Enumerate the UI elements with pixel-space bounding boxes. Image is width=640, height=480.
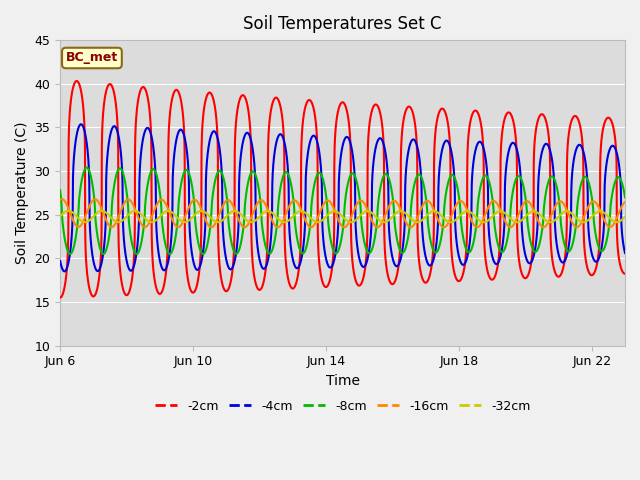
-8cm — [325, 225, 333, 231]
-32cm — [604, 214, 612, 219]
Line: -4cm: -4cm — [60, 124, 625, 271]
-8cm — [604, 231, 612, 237]
-8cm — [83, 165, 90, 170]
Line: -32cm: -32cm — [60, 211, 625, 222]
Line: -2cm: -2cm — [60, 81, 625, 298]
-32cm — [65, 208, 72, 214]
X-axis label: Time: Time — [326, 374, 360, 388]
-32cm — [621, 214, 629, 220]
-4cm — [325, 264, 333, 269]
-4cm — [61, 268, 68, 274]
-8cm — [467, 248, 475, 253]
-32cm — [298, 208, 306, 214]
-16cm — [294, 200, 301, 205]
-16cm — [58, 196, 66, 202]
-4cm — [621, 250, 629, 256]
-8cm — [576, 187, 584, 192]
-2cm — [621, 271, 629, 276]
-8cm — [56, 188, 64, 193]
-2cm — [604, 115, 612, 120]
-16cm — [340, 225, 348, 230]
-8cm — [132, 251, 140, 257]
-2cm — [325, 281, 333, 287]
Line: -8cm: -8cm — [60, 168, 625, 254]
-4cm — [294, 265, 301, 271]
-32cm — [467, 210, 475, 216]
-2cm — [294, 275, 301, 280]
-4cm — [77, 121, 85, 127]
Title: Soil Temperatures Set C: Soil Temperatures Set C — [243, 15, 442, 33]
-8cm — [298, 251, 306, 256]
-16cm — [56, 197, 64, 203]
-2cm — [73, 78, 81, 84]
-8cm — [621, 194, 629, 200]
-4cm — [576, 142, 584, 148]
-16cm — [604, 223, 612, 229]
-2cm — [298, 128, 306, 133]
-16cm — [298, 209, 306, 215]
Legend: -2cm, -4cm, -8cm, -16cm, -32cm: -2cm, -4cm, -8cm, -16cm, -32cm — [150, 395, 536, 418]
-32cm — [413, 219, 421, 225]
Line: -16cm: -16cm — [60, 199, 625, 228]
-8cm — [294, 239, 301, 244]
Y-axis label: Soil Temperature (C): Soil Temperature (C) — [15, 121, 29, 264]
-16cm — [621, 199, 629, 205]
-4cm — [467, 228, 475, 234]
Text: BC_met: BC_met — [66, 51, 118, 64]
-4cm — [56, 258, 64, 264]
-32cm — [325, 211, 333, 217]
-4cm — [604, 153, 612, 159]
-2cm — [576, 121, 584, 127]
-2cm — [467, 118, 474, 123]
-2cm — [56, 295, 64, 300]
-16cm — [467, 216, 475, 222]
-32cm — [56, 214, 64, 219]
-4cm — [298, 252, 306, 257]
-32cm — [576, 218, 584, 224]
-16cm — [576, 222, 584, 228]
-32cm — [294, 209, 301, 215]
-16cm — [325, 198, 333, 204]
